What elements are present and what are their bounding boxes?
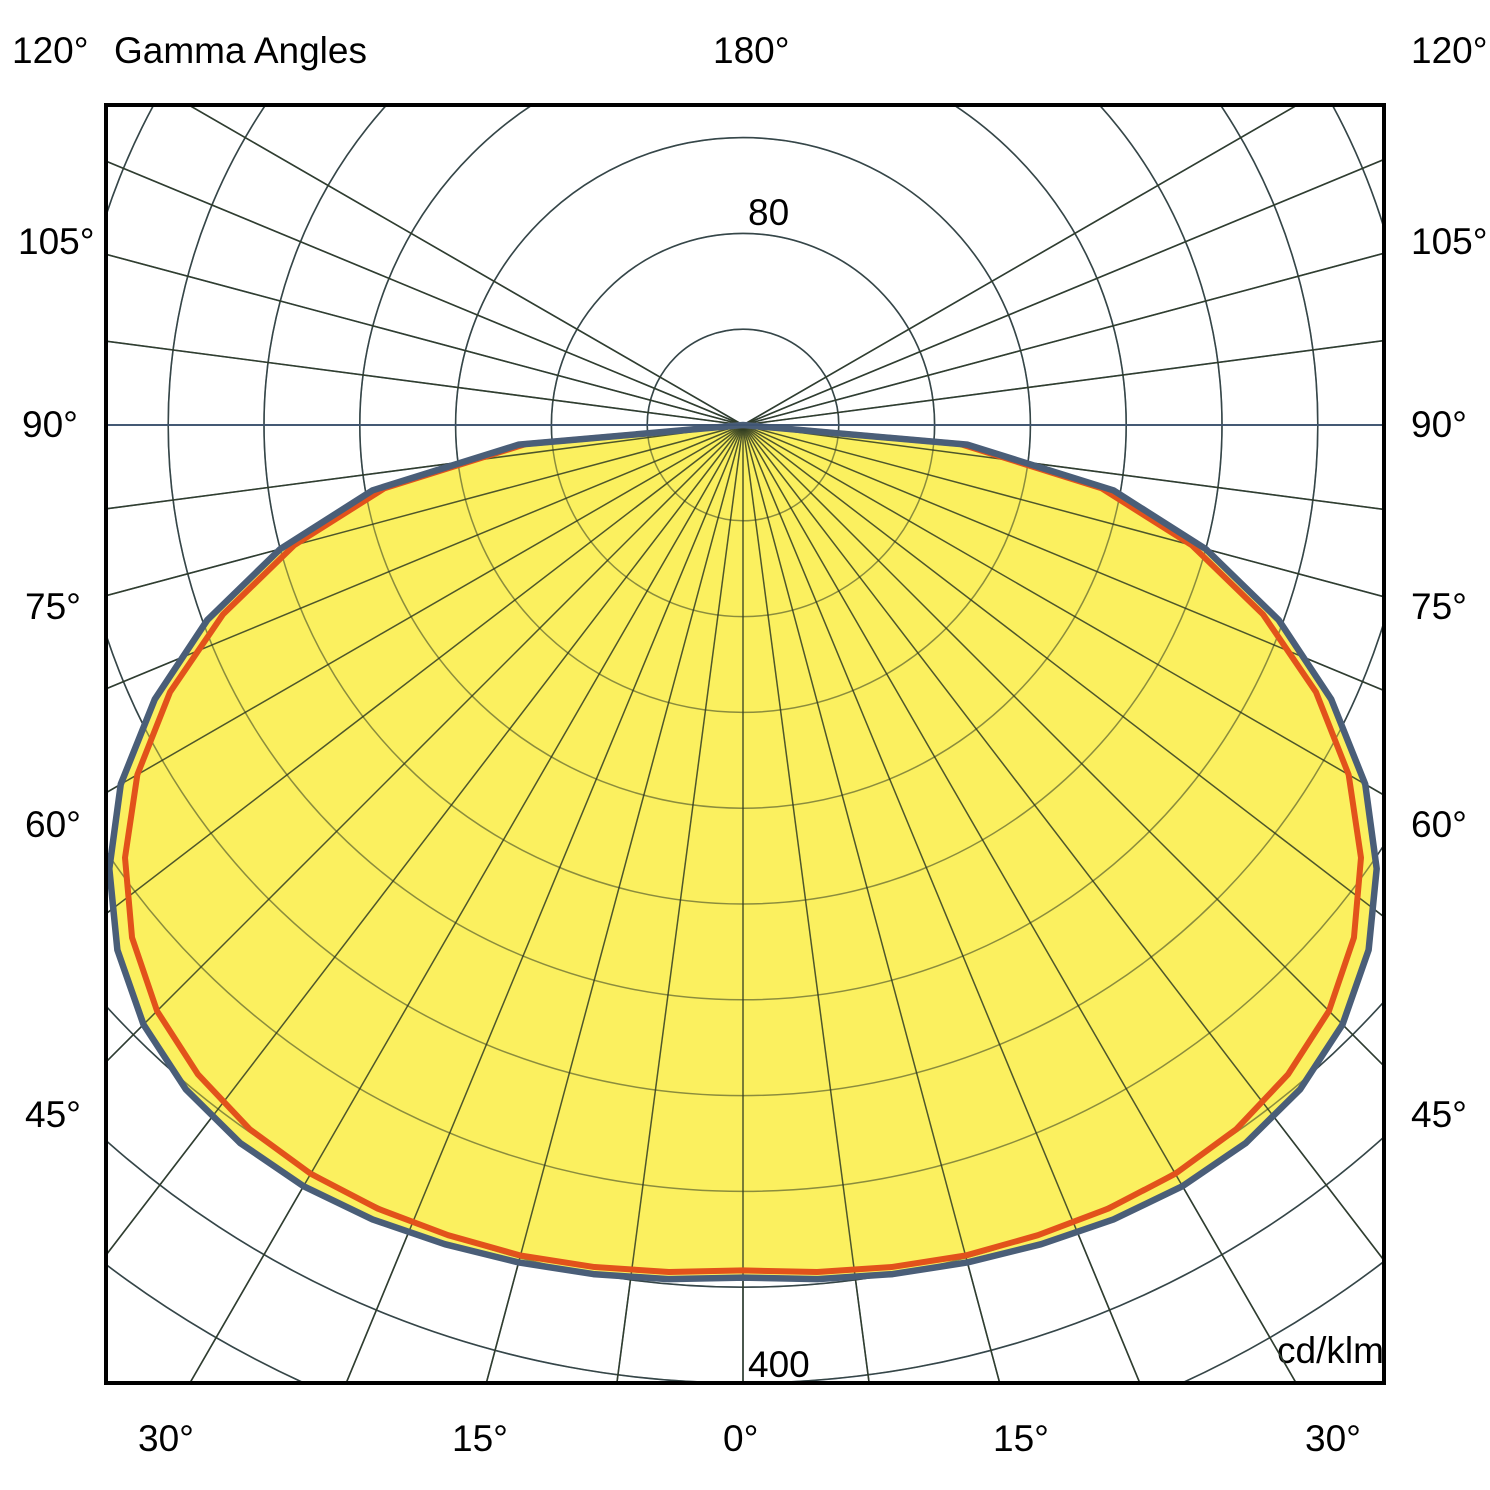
angle-label-bottom-0: 0° (723, 1418, 759, 1459)
angle-label-right-90: 90° (1411, 404, 1467, 445)
angle-label-left-45: 45° (25, 1094, 81, 1135)
angle-label-left-75: 75° (25, 586, 81, 627)
angle-label-right-60: 60° (1411, 804, 1467, 845)
angle-label-right-75: 75° (1411, 586, 1467, 627)
angle-label-left-105: 105° (18, 221, 95, 262)
angle-label-top-180: 180° (713, 30, 790, 71)
angle-label-bottom-15-left: 15° (452, 1418, 508, 1459)
angle-label-bottom-30-left: 30° (138, 1418, 194, 1459)
angle-label-right-120: 120° (1411, 30, 1488, 71)
angle-label-right-105: 105° (1411, 221, 1488, 262)
angle-label-left-60: 60° (25, 804, 81, 845)
ring-label-80-upper: 80 (748, 192, 790, 233)
angle-label-left-90: 90° (22, 404, 78, 445)
chart-title: Gamma Angles (114, 30, 367, 71)
angle-label-left-120: 120° (12, 30, 89, 71)
ring-label-400: 400 (748, 1344, 810, 1385)
angle-label-right-45: 45° (1411, 1094, 1467, 1135)
angle-label-bottom-30-right: 30° (1305, 1418, 1361, 1459)
unit-label-cd-per-klm: cd/klm (1277, 1330, 1384, 1371)
angle-label-bottom-15-right: 15° (993, 1418, 1049, 1459)
